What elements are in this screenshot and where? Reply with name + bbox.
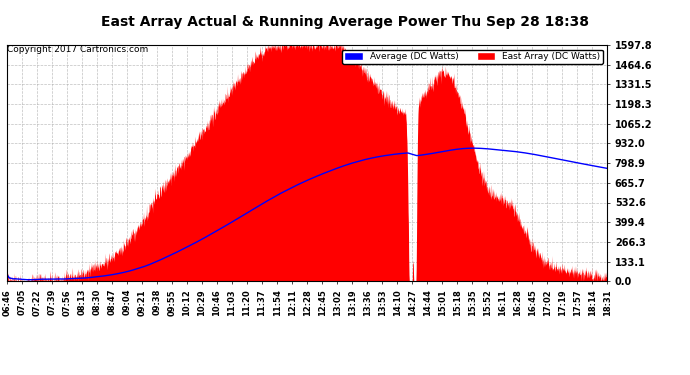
Text: Copyright 2017 Cartronics.com: Copyright 2017 Cartronics.com [7,45,148,54]
Legend: Average (DC Watts), East Array (DC Watts): Average (DC Watts), East Array (DC Watts… [342,50,602,64]
Text: East Array Actual & Running Average Power Thu Sep 28 18:38: East Array Actual & Running Average Powe… [101,15,589,29]
